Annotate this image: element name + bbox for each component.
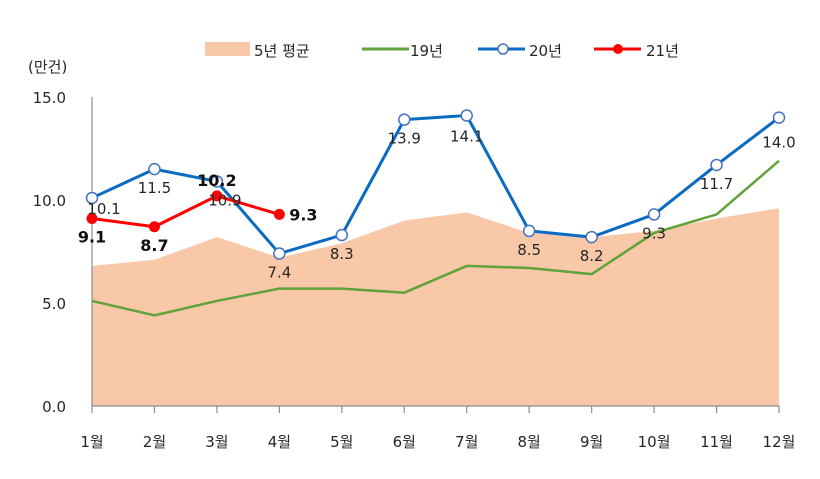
data-point-marker-icon — [710, 158, 723, 172]
legend-label: 21년 — [646, 42, 679, 60]
legend-marker-hollow-icon — [497, 43, 509, 55]
x-tick-label: 10월 — [638, 433, 671, 451]
data-point-marker-icon — [148, 221, 160, 233]
data-point-marker-icon — [273, 208, 285, 220]
x-tick-label: 12월 — [763, 433, 796, 451]
y-tick-label: 0.0 — [42, 398, 66, 416]
series-line — [91, 114, 780, 256]
axes: 0.0 5.0 10.0 15.0 1월 2월 3월 4월 5월 6월 7월 8월 9월 10월 11월 12… — [33, 89, 796, 451]
data-label-21: 10.2 — [197, 171, 236, 190]
y-tick-label: 15.0 — [33, 89, 66, 107]
data-point-marker-icon — [211, 190, 223, 202]
data-point-marker-icon — [647, 208, 661, 221]
data-point-marker-icon — [335, 228, 349, 242]
data-point-marker-icon — [585, 230, 598, 244]
data-point-marker-icon — [85, 191, 99, 205]
legend-item-21: 21년 — [594, 42, 679, 60]
data-label-20: 7.4 — [267, 264, 291, 282]
legend: 5년 평균 19년 20년 21년 — [205, 42, 679, 60]
x-tick-label: 4월 — [268, 433, 291, 451]
legend-label: 19년 — [410, 42, 443, 60]
data-point-marker-icon — [86, 213, 98, 225]
legend-label: 5년 평균 — [254, 42, 310, 60]
data-label-20: 10.1 — [87, 200, 120, 218]
data-point-marker-icon — [148, 162, 161, 176]
data-label-21: 9.3 — [289, 205, 317, 224]
legend-label: 20년 — [529, 42, 562, 60]
data-label-20: 8.2 — [580, 247, 604, 265]
data-label-20: 11.7 — [700, 175, 733, 193]
data-point-marker-icon — [398, 113, 411, 126]
series-line — [91, 194, 280, 229]
data-label-20: 9.3 — [642, 224, 666, 242]
data-label-20: 8.5 — [517, 241, 541, 259]
data-point-marker-icon — [210, 175, 224, 188]
series-line — [91, 159, 780, 317]
data-labels: 10.1 11.5 10.9 7.4 8.3 13.9 14.1 8.5 8.2 9.3 11.7 1… — [78, 128, 796, 282]
legend-item-20: 20년 — [478, 42, 562, 60]
legend-item-19: 19년 — [362, 42, 443, 60]
data-label-21: 8.7 — [140, 236, 168, 255]
line-series — [85, 109, 786, 317]
data-label-20: 13.9 — [388, 130, 421, 148]
x-tick-label: 7월 — [455, 433, 478, 451]
x-tick-label: 9월 — [580, 433, 603, 451]
area-fill — [92, 208, 779, 406]
data-point-marker-icon — [460, 109, 473, 122]
x-tick-label: 2월 — [143, 433, 166, 451]
data-point-marker-icon — [522, 224, 536, 238]
data-label-20: 10.9 — [208, 191, 241, 209]
legend-marker-filled-icon — [613, 44, 623, 54]
data-label-20: 14.0 — [762, 134, 795, 152]
x-tick-label: 1월 — [80, 433, 103, 451]
data-label-21: 9.1 — [78, 228, 106, 247]
data-label-20: 11.5 — [138, 179, 171, 197]
x-tick-label: 8월 — [518, 433, 541, 451]
y-axis-unit-label: (만건) — [28, 58, 67, 76]
data-label-20: 14.1 — [450, 128, 483, 146]
y-tick-label: 5.0 — [42, 295, 66, 313]
x-tick-label: 5월 — [330, 433, 353, 451]
data-label-20: 8.3 — [330, 245, 354, 263]
legend-swatch-area — [205, 42, 250, 56]
y-tick-label: 10.0 — [33, 192, 66, 210]
data-point-marker-icon — [772, 111, 786, 124]
x-tick-label: 6월 — [393, 433, 416, 451]
area-series-5yr-avg — [92, 208, 779, 406]
x-tick-label: 11월 — [700, 433, 733, 451]
x-tick-label: 3월 — [205, 433, 228, 451]
legend-item-5yr-avg: 5년 평균 — [205, 42, 310, 60]
data-point-marker-icon — [273, 247, 286, 260]
